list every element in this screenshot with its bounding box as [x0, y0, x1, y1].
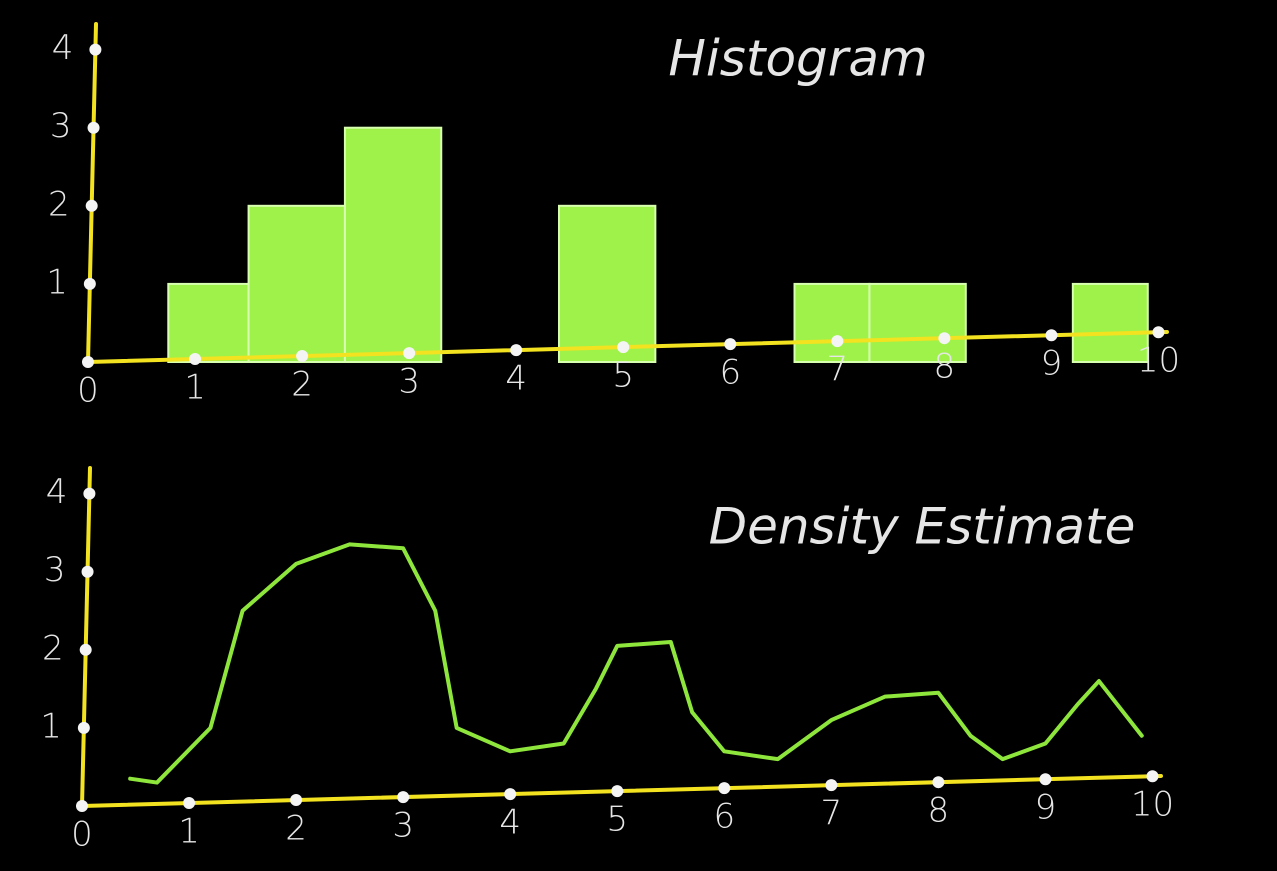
- y-axis: [86, 22, 98, 364]
- y-tick-mark: [89, 43, 102, 56]
- x-tick-label: 3: [398, 362, 420, 402]
- x-tick-mark: [397, 791, 410, 804]
- x-tick-mark: [611, 785, 624, 798]
- x-tick-mark: [825, 779, 838, 792]
- x-tick-label: 2: [291, 365, 313, 405]
- x-tick-mark: [189, 353, 202, 366]
- x-tick-label: 10: [1131, 785, 1174, 825]
- x-tick-mark: [831, 335, 844, 348]
- y-tick-label: 4: [52, 28, 74, 68]
- bar: [558, 204, 657, 363]
- x-tick-label: 6: [713, 797, 735, 837]
- x-tick-label: 10: [1137, 341, 1180, 381]
- bar: [247, 204, 346, 363]
- x-tick-mark: [403, 347, 416, 360]
- y-tick-mark: [81, 565, 94, 578]
- x-tick-mark: [724, 338, 737, 351]
- x-tick-label: 4: [505, 359, 527, 399]
- x-tick-mark: [1039, 773, 1052, 786]
- x-tick-mark: [504, 788, 517, 801]
- bar: [167, 282, 250, 363]
- x-tick-mark: [1152, 326, 1165, 339]
- y-tick-label: 4: [46, 472, 68, 512]
- y-tick-label: 3: [50, 106, 72, 146]
- y-tick-label: 1: [40, 706, 62, 746]
- y-tick-label: 2: [42, 628, 64, 668]
- x-tick-label: 5: [606, 800, 628, 840]
- y-tick-label: 3: [44, 550, 66, 590]
- x-tick-label: 0: [71, 815, 93, 855]
- x-tick-label: 5: [612, 356, 634, 396]
- y-tick-label: 1: [46, 262, 68, 302]
- x-tick-label: 3: [392, 806, 414, 846]
- density-line: [128, 542, 1144, 785]
- x-tick-label: 0: [77, 371, 99, 411]
- x-tick-label: 8: [934, 347, 956, 387]
- x-tick-mark: [617, 341, 630, 354]
- x-tick-label: 8: [928, 791, 950, 831]
- x-tick-label: 9: [1035, 788, 1057, 828]
- x-tick-mark: [290, 794, 303, 807]
- bar: [343, 126, 443, 364]
- y-tick-mark: [87, 121, 100, 134]
- x-tick-label: 1: [178, 812, 200, 852]
- x-tick-mark: [510, 344, 523, 357]
- x-tick-label: 6: [719, 353, 741, 393]
- y-axis: [80, 466, 92, 808]
- x-tick-mark: [183, 797, 196, 810]
- x-tick-mark: [1045, 329, 1058, 342]
- y-tick-label: 2: [48, 184, 70, 224]
- x-tick-mark: [296, 350, 309, 363]
- y-tick-mark: [83, 487, 96, 500]
- chart-title: Density Estimate: [709, 498, 1136, 556]
- x-tick-mark: [1146, 770, 1159, 783]
- bar: [868, 282, 967, 363]
- x-tick-label: 2: [285, 809, 307, 849]
- y-tick-mark: [79, 643, 92, 656]
- x-tick-mark: [76, 800, 88, 812]
- x-tick-mark: [938, 332, 951, 345]
- bar: [793, 282, 871, 363]
- x-tick-mark: [82, 356, 94, 368]
- x-tick-label: 9: [1041, 344, 1063, 384]
- bar: [1071, 282, 1149, 363]
- y-tick-mark: [77, 721, 90, 734]
- x-tick-label: 1: [184, 368, 206, 408]
- x-tick-label: 4: [499, 803, 521, 843]
- x-tick-mark: [718, 782, 731, 795]
- x-tick-label: 7: [821, 794, 843, 834]
- chart-title: Histogram: [668, 30, 927, 88]
- x-tick-label: 7: [827, 350, 849, 390]
- x-tick-mark: [932, 776, 945, 789]
- y-tick-mark: [83, 277, 96, 290]
- y-tick-mark: [85, 199, 98, 212]
